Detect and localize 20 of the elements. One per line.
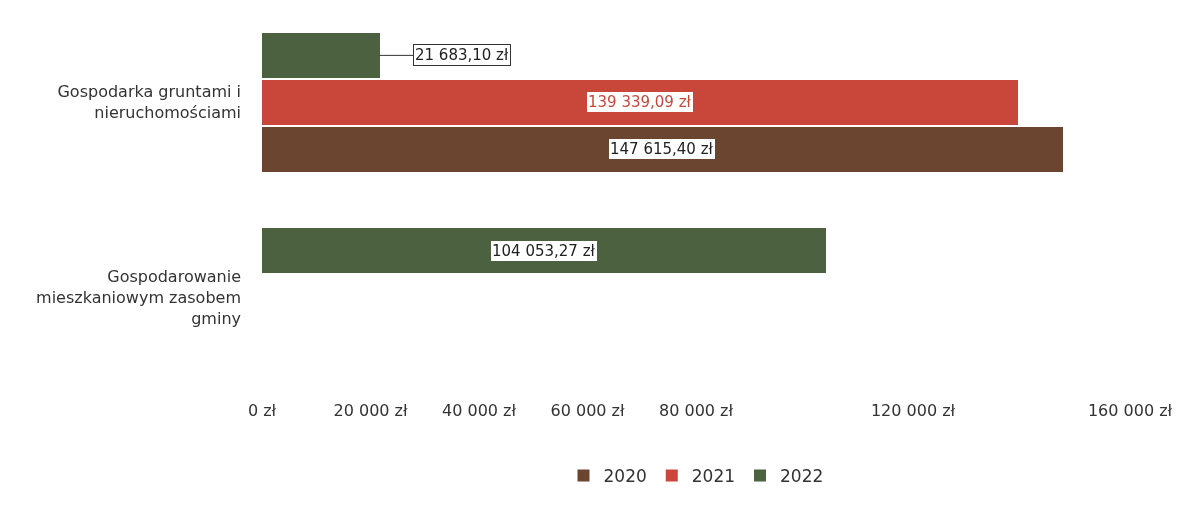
legend-label: 2020 <box>603 466 647 487</box>
x-tick-label: 40 000 zł <box>441 401 517 420</box>
x-tick-label: 20 000 zł <box>333 401 408 420</box>
x-tick-label: 80 000 zł <box>658 401 734 420</box>
legend-label: 2021 <box>691 466 736 487</box>
bar <box>262 80 1018 125</box>
x-tick-label: 120 000 zł <box>870 401 956 420</box>
x-tick-label: 0 zł <box>247 401 277 420</box>
data-label: 139 339,09 zł <box>588 93 692 111</box>
x-tick-label: 160 000 zł <box>1087 401 1173 420</box>
bar <box>262 33 380 78</box>
y-tick-label: Gospodarowanie mieszkaniowym zasobem gminy <box>36 267 241 328</box>
bar <box>262 127 1063 172</box>
x-tick-label: 60 000 zł <box>550 401 625 420</box>
y-tick-label: Gospodarka gruntami i nieruchomościami <box>57 82 241 123</box>
bar <box>262 228 826 273</box>
data-label: 21 683,10 zł <box>415 46 509 64</box>
data-label: 147 615,40 zł <box>610 140 714 158</box>
data-label: 104 053,27 zł <box>492 242 596 260</box>
legend-label: 2022 <box>780 466 824 487</box>
